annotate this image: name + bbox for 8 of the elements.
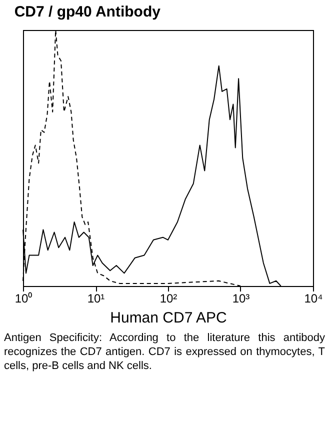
x-tick-label: 10⁰: [14, 292, 32, 306]
chart-title: CD7 / gp40 Antibody: [14, 4, 162, 20]
x-tick-label: 10²: [160, 292, 178, 306]
text: Antigen Specificity: According to the literature this antibody recognizes the CD7 antigen. CD7 is expressed on thymocytes, T cells, pre-B cells and NK cells.: [4, 331, 325, 373]
x-axis-title: Human CD7 APC: [110, 310, 228, 326]
x-tick-label: 10³: [232, 292, 250, 306]
x-tick-label: 10⁴: [304, 292, 323, 306]
x-tick-label: 10¹: [87, 292, 105, 306]
